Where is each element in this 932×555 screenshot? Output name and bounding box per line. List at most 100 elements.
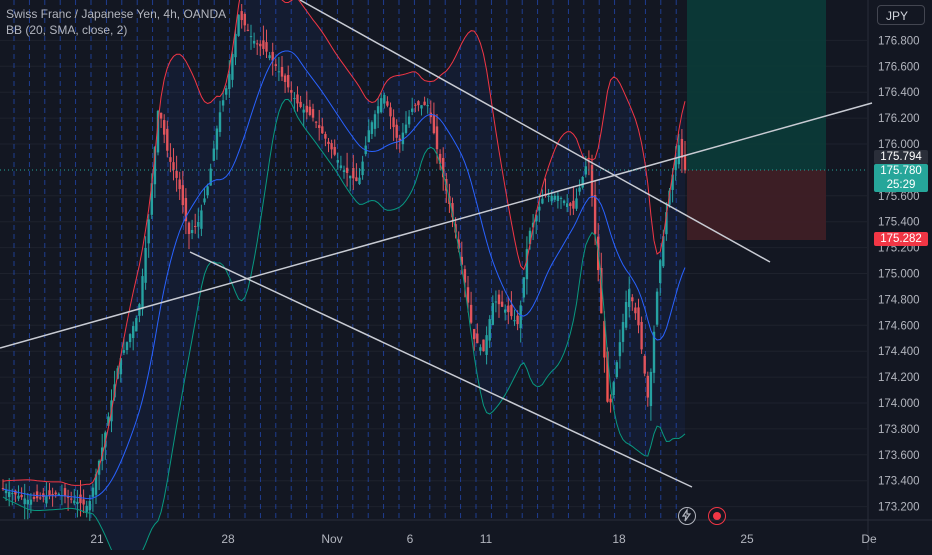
candle [566, 203, 569, 208]
candle [197, 221, 200, 227]
candle [277, 71, 281, 73]
candle [442, 157, 445, 178]
y-tick-label: 174.600 [878, 320, 920, 332]
candle [612, 382, 615, 396]
bb-lower-line [2, 98, 686, 555]
candle [14, 490, 17, 495]
candle [203, 198, 206, 203]
candle [606, 351, 609, 402]
candle [507, 305, 510, 313]
indicator-label[interactable]: BB (20, SMA, close, 2) [6, 23, 128, 37]
symbol-title[interactable]: Swiss Franc / Japanese Yen, 4h, OANDA [6, 7, 227, 21]
candle [265, 42, 268, 52]
candle [159, 112, 163, 119]
bar-countdown: 25:29 [886, 179, 916, 191]
candle [311, 109, 315, 118]
candle [674, 158, 677, 170]
x-tick-label: 6 [407, 532, 414, 546]
candle [225, 88, 228, 95]
candle [538, 206, 541, 211]
candle [11, 493, 14, 495]
candle [649, 371, 653, 407]
y-tick-label: 176.400 [878, 87, 920, 99]
candle [262, 40, 265, 49]
candle [640, 321, 643, 350]
candle [29, 499, 33, 505]
candle [308, 106, 312, 115]
candle [107, 416, 110, 426]
candle [569, 203, 572, 206]
candle [153, 147, 157, 185]
candle [659, 260, 662, 283]
candle [671, 174, 674, 190]
trendline-upper-channel[interactable] [299, 0, 771, 263]
candle [252, 40, 256, 44]
currency-button[interactable]: JPY [877, 5, 925, 25]
candle [283, 75, 287, 83]
candle [466, 287, 470, 303]
candle [234, 33, 237, 58]
y-tick-label: 175.600 [878, 191, 920, 203]
candle [48, 490, 51, 496]
candle [144, 247, 147, 283]
candle [271, 51, 274, 61]
candle [73, 500, 76, 504]
y-tick-label: 176.800 [878, 35, 920, 47]
candle [70, 498, 73, 500]
candle [76, 501, 79, 505]
take-profit-zone[interactable] [687, 0, 826, 170]
y-tick-label: 174.200 [878, 372, 920, 384]
candle [432, 114, 436, 134]
candle [457, 239, 460, 249]
candle [54, 492, 57, 495]
price-scale[interactable] [868, 0, 932, 550]
candle [469, 304, 473, 323]
y-tick-label: 173.400 [878, 476, 920, 488]
y-tick-label: 174.000 [878, 398, 920, 410]
candle [330, 143, 333, 150]
candle [172, 162, 175, 170]
candle [42, 493, 45, 497]
candle [141, 276, 144, 310]
candle [94, 474, 98, 495]
candle [321, 126, 324, 134]
candle [39, 497, 42, 499]
candle [655, 291, 659, 325]
candle [327, 141, 330, 144]
candle [169, 157, 172, 162]
candle [237, 14, 240, 36]
trendline-lower-channel[interactable] [189, 251, 693, 488]
candle [488, 319, 491, 341]
candle [296, 94, 299, 104]
candle [376, 106, 380, 114]
x-tick-label: Nov [321, 532, 342, 546]
candle [395, 124, 398, 138]
candle [600, 267, 603, 314]
candle [380, 98, 383, 113]
x-tick-label: 25 [740, 532, 754, 546]
candle [355, 177, 358, 182]
y-tick-label: 176.000 [878, 139, 920, 151]
stop-loss-zone[interactable] [687, 170, 826, 240]
record-icon[interactable] [708, 507, 726, 525]
candle [51, 493, 54, 495]
current-price: 175.780 [880, 165, 922, 177]
x-tick-label: 21 [90, 532, 104, 546]
trendline-support[interactable] [0, 102, 873, 349]
candle [516, 315, 519, 325]
candle [423, 101, 426, 106]
candle [268, 55, 271, 59]
candle [559, 197, 563, 199]
candle [621, 322, 625, 342]
candle [473, 329, 476, 340]
candle [572, 200, 575, 209]
candle [339, 165, 343, 168]
candle [274, 64, 277, 66]
candle [178, 179, 181, 190]
candle [624, 301, 628, 328]
price-label-upper: 175.794 [874, 150, 928, 164]
candle [420, 105, 423, 109]
lightning-icon[interactable] [678, 507, 696, 525]
